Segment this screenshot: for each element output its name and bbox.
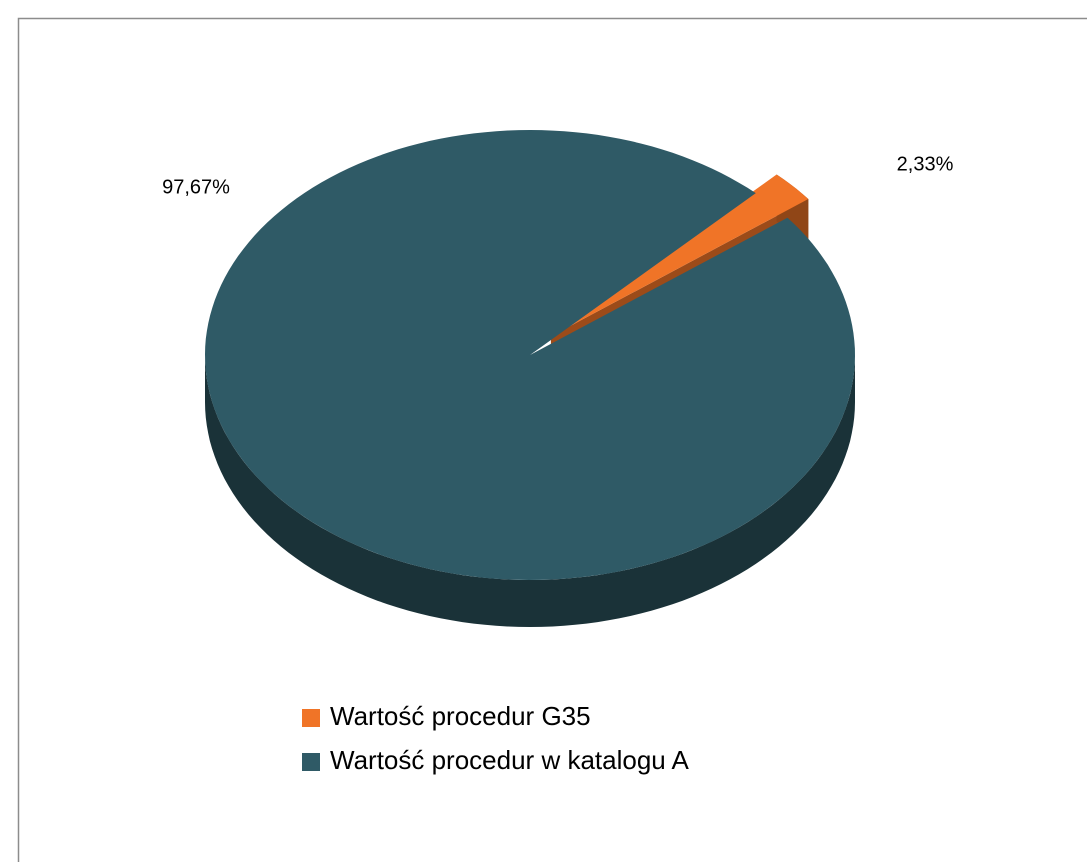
legend-swatch [302, 709, 320, 727]
slice [550, 174, 809, 337]
legend-label: Wartość procedur G35 [330, 701, 591, 731]
legend-label: Wartość procedur w katalogu A [330, 745, 690, 775]
data-label: 97,67% [162, 176, 230, 198]
legend-swatch [302, 753, 320, 771]
slice [205, 130, 855, 580]
data-label: 2,33% [897, 153, 954, 175]
slice-side [205, 355, 855, 627]
